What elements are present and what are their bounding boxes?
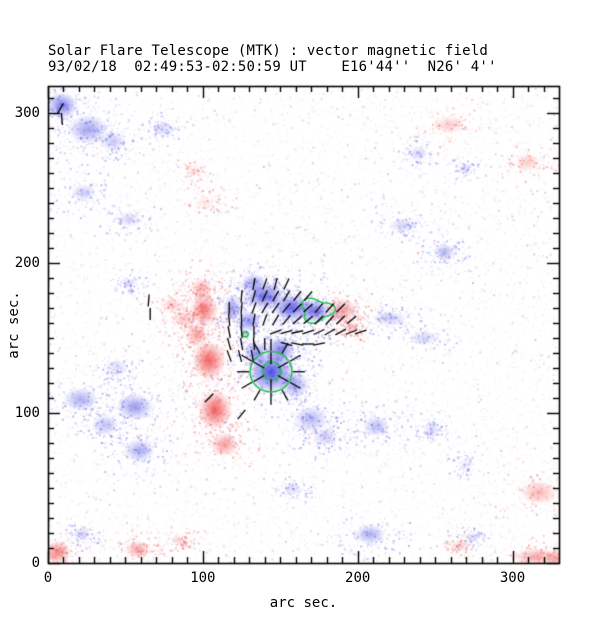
chart-title: Solar Flare Telescope (MTK) : vector mag… xyxy=(48,43,489,59)
y-tick-label: 300 xyxy=(14,105,40,121)
chart-subtitle: 93/02/18 02:49:53-02:50:59 UT E16'44'' N… xyxy=(48,59,497,75)
x-tick-label: 300 xyxy=(499,570,526,586)
y-axis-label: arc sec. xyxy=(6,291,22,359)
y-tick-label: 200 xyxy=(14,255,40,271)
x-tick-label: 200 xyxy=(345,570,371,586)
x-axis-label: arc sec. xyxy=(269,595,338,611)
y-tick-label: 100 xyxy=(14,405,40,421)
x-tick-label: 0 xyxy=(43,570,53,586)
x-tick-label: 100 xyxy=(190,570,216,586)
y-tick-label: 0 xyxy=(31,555,40,571)
